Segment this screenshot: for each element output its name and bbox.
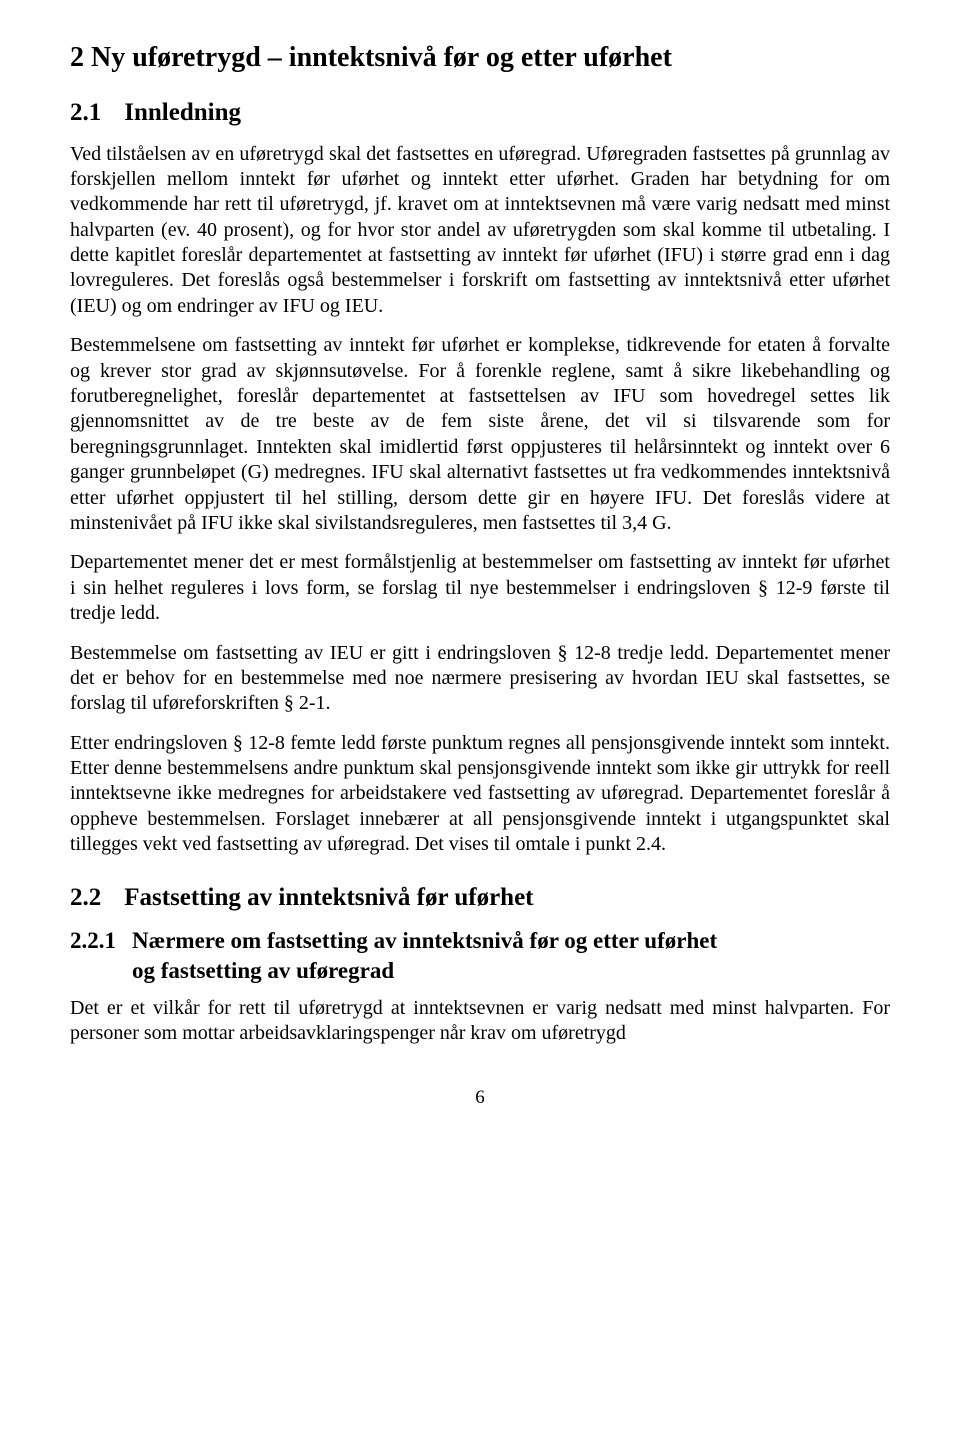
body-paragraph: Ved tilståelsen av en uføretrygd skal de…	[70, 142, 890, 320]
body-paragraph: Bestemmelsene om fastsetting av inntekt …	[70, 333, 890, 536]
heading-text: Innledning	[124, 99, 241, 126]
heading-text: Fastsetting av inntektsnivå før uførhet	[124, 884, 533, 911]
subsection-heading-2-2: 2.2 Fastsetting av inntektsnivå før ufør…	[70, 882, 890, 915]
heading-number: 2.2.1	[70, 926, 132, 956]
body-paragraph: Det er et vilkår for rett til uføretrygd…	[70, 996, 890, 1047]
heading-text: Nærmere om fastsetting av inntektsnivå f…	[132, 928, 717, 953]
heading-number: 2.1	[70, 97, 118, 130]
body-paragraph: Departementet mener det er mest formålst…	[70, 550, 890, 626]
body-paragraph: Bestemmelse om fastsetting av IEU er git…	[70, 641, 890, 717]
heading-text-continued: og fastsetting av uføregrad	[132, 956, 890, 986]
heading-number: 2.2	[70, 882, 118, 915]
page-number: 6	[70, 1087, 890, 1109]
body-paragraph: Etter endringsloven § 12-8 femte ledd fø…	[70, 731, 890, 858]
subsection-heading-2-1: 2.1 Innledning	[70, 97, 890, 130]
section-heading: 2 Ny uføretrygd – inntektsnivå før og et…	[70, 40, 890, 75]
subsubsection-heading-2-2-1: 2.2.1Nærmere om fastsetting av inntektsn…	[70, 926, 890, 986]
